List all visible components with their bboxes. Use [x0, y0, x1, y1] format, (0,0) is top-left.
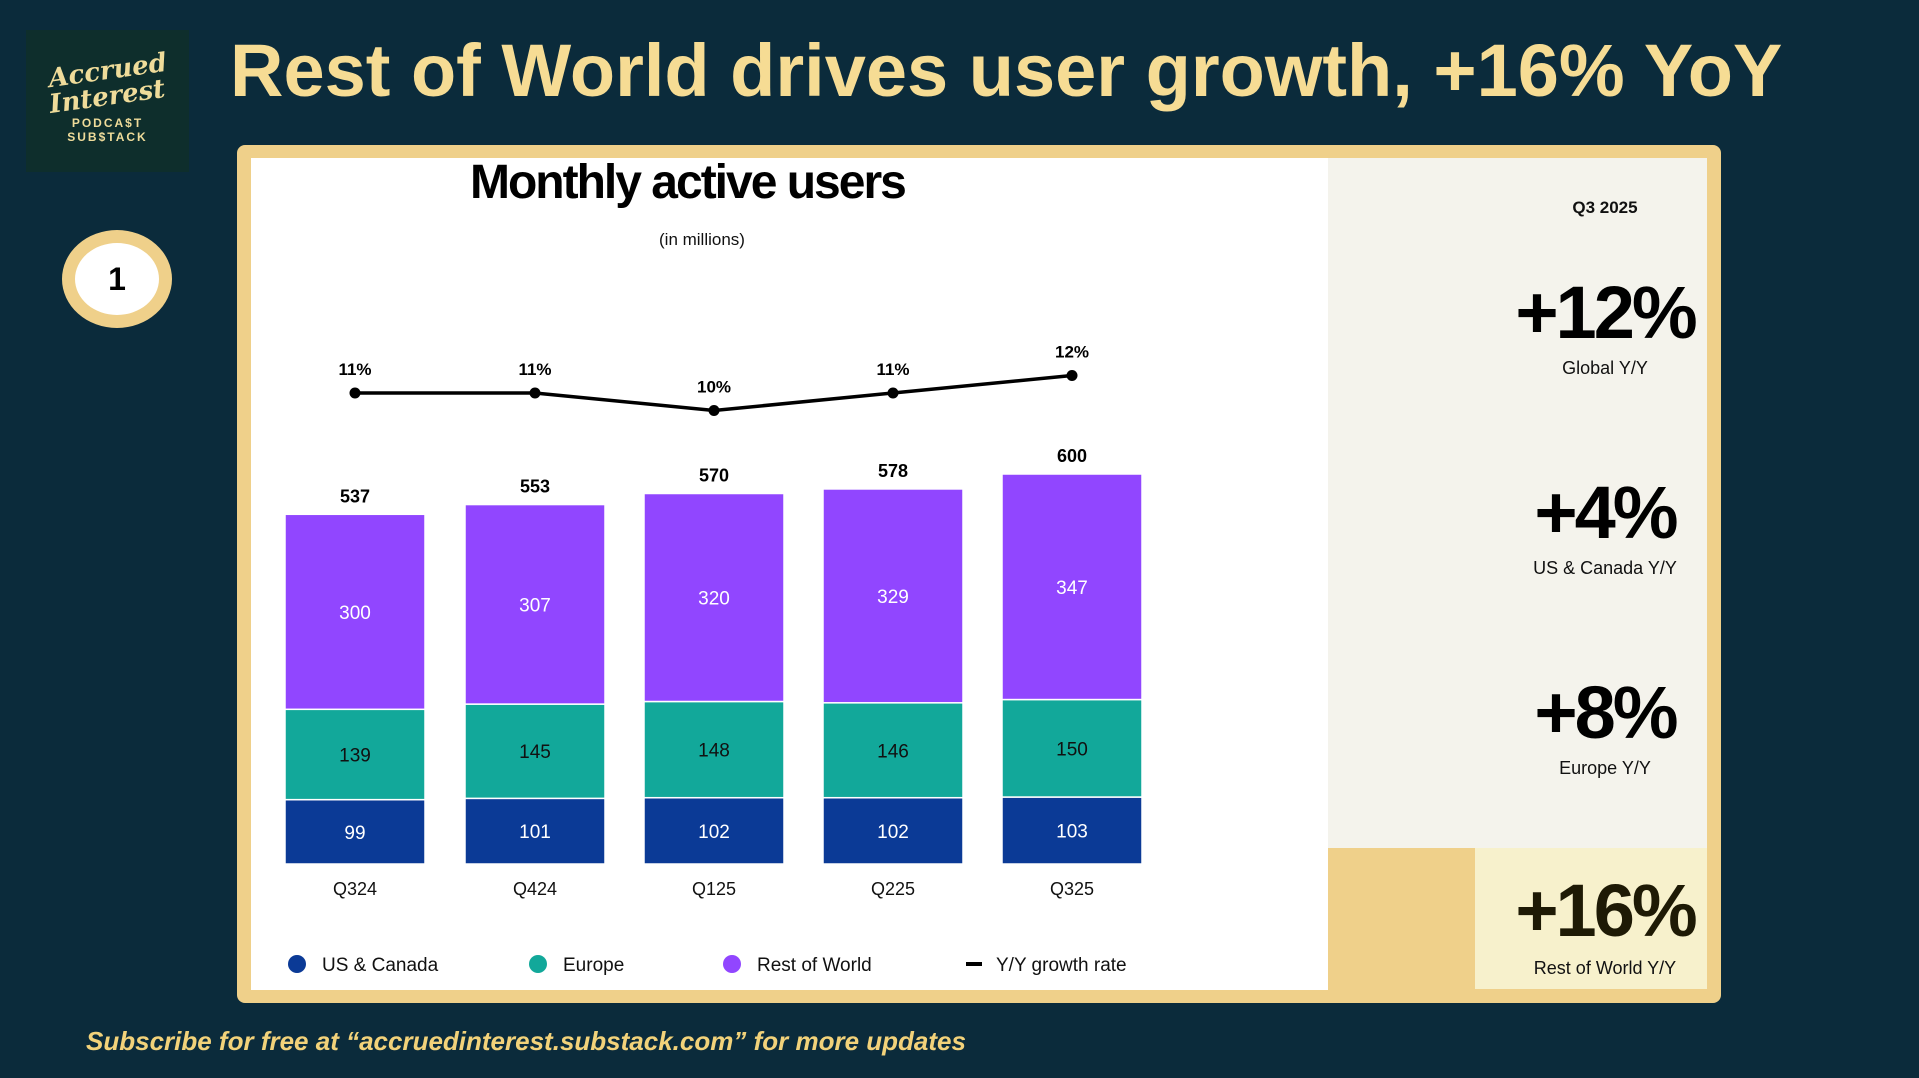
bar-total-label: 553 [520, 477, 550, 497]
us-canada-growth-value: +4% [1534, 471, 1678, 554]
row-growth-value: +16% [1515, 869, 1697, 952]
europe-growth-label: Europe Y/Y [1559, 758, 1651, 778]
us-canada-growth-label: US & Canada Y/Y [1533, 558, 1677, 578]
growth-label: 10% [697, 378, 731, 397]
bar-value-label: 99 [344, 823, 365, 844]
bar-value-label: 329 [877, 587, 909, 608]
bar-segment-us-canada [284, 798, 426, 865]
bar-value-label: 146 [877, 741, 909, 762]
bar-value-label: 139 [339, 745, 371, 766]
bar-value-label: 103 [1056, 822, 1088, 843]
x-tick-label: Q125 [692, 879, 736, 899]
growth-label: 12% [1055, 343, 1089, 362]
x-tick-label: Q324 [333, 879, 377, 899]
bar-value-label: 300 [339, 603, 371, 624]
europe-growth-value: +8% [1534, 671, 1678, 754]
chart-area [251, 158, 1328, 990]
row-growth-label: Rest of World Y/Y [1533, 958, 1677, 978]
bar-segment-rest-of-world [464, 503, 606, 705]
logo-subtext: PODCA$T SUB$TACK [67, 116, 148, 144]
bar-segment-europe [822, 702, 964, 799]
growth-label: 11% [876, 360, 909, 379]
legend-marker [723, 955, 741, 973]
bar-value-label: 148 [698, 741, 730, 762]
growth-label: 11% [518, 360, 551, 379]
bar-value-label: 150 [1056, 739, 1088, 760]
legend-line-marker [966, 962, 982, 966]
growth-point [529, 387, 541, 399]
bar-value-label: 145 [519, 742, 551, 763]
x-tick-label: Q424 [513, 879, 557, 899]
bar-segment-rest-of-world [643, 492, 785, 703]
bar-segment-rest-of-world [1001, 473, 1143, 701]
legend-label: US & Canada [322, 955, 439, 976]
subscribe-footer: Subscribe for free at “accruedinterest.s… [86, 1026, 966, 1056]
legend-marker [529, 955, 547, 973]
bar-total-label: 578 [878, 461, 908, 481]
bar-value-label: 101 [519, 822, 551, 843]
bar-segment-rest-of-world [284, 513, 426, 711]
legend-label: Europe [563, 955, 624, 976]
growth-point [1066, 370, 1078, 381]
growth-point [887, 387, 899, 399]
global-growth-label: Global Y/Y [1562, 358, 1648, 378]
bar-value-label: 102 [877, 822, 909, 843]
global-growth-value: +12% [1515, 271, 1697, 354]
growth-label: 11% [338, 360, 371, 379]
bar-segment-rest-of-world [822, 488, 964, 704]
bar-value-label: 347 [1056, 578, 1088, 599]
legend-marker [288, 955, 306, 973]
accrued-interest-logo: Accrued Interest PODCA$T SUB$TACK [26, 30, 189, 172]
bar-total-label: 600 [1057, 446, 1087, 466]
legend-label: Rest of World [757, 955, 872, 976]
bar-total-label: 570 [699, 466, 729, 486]
stats-panel [1328, 158, 1707, 848]
x-tick-label: Q225 [871, 879, 915, 899]
highlight-box [1475, 848, 1707, 989]
bar-segment-europe [464, 703, 606, 800]
bar-value-label: 307 [519, 595, 551, 616]
chart-subtitle: (in millions) [659, 230, 745, 249]
bar-segment-europe [1001, 698, 1143, 798]
growth-point [708, 405, 720, 416]
x-tick-label: Q325 [1050, 879, 1094, 899]
chart-title: Monthly active users [470, 156, 907, 209]
slide-title: Rest of World drives user growth, +16% Y… [230, 29, 1783, 112]
bar-segment-europe [284, 708, 426, 801]
period-label: Q3 2025 [1572, 198, 1638, 217]
legend-label: Y/Y growth rate [996, 955, 1127, 976]
growth-point [349, 387, 361, 399]
bar-value-label: 320 [698, 589, 730, 610]
bar-total-label: 537 [340, 486, 370, 506]
bar-value-label: 102 [698, 822, 730, 843]
